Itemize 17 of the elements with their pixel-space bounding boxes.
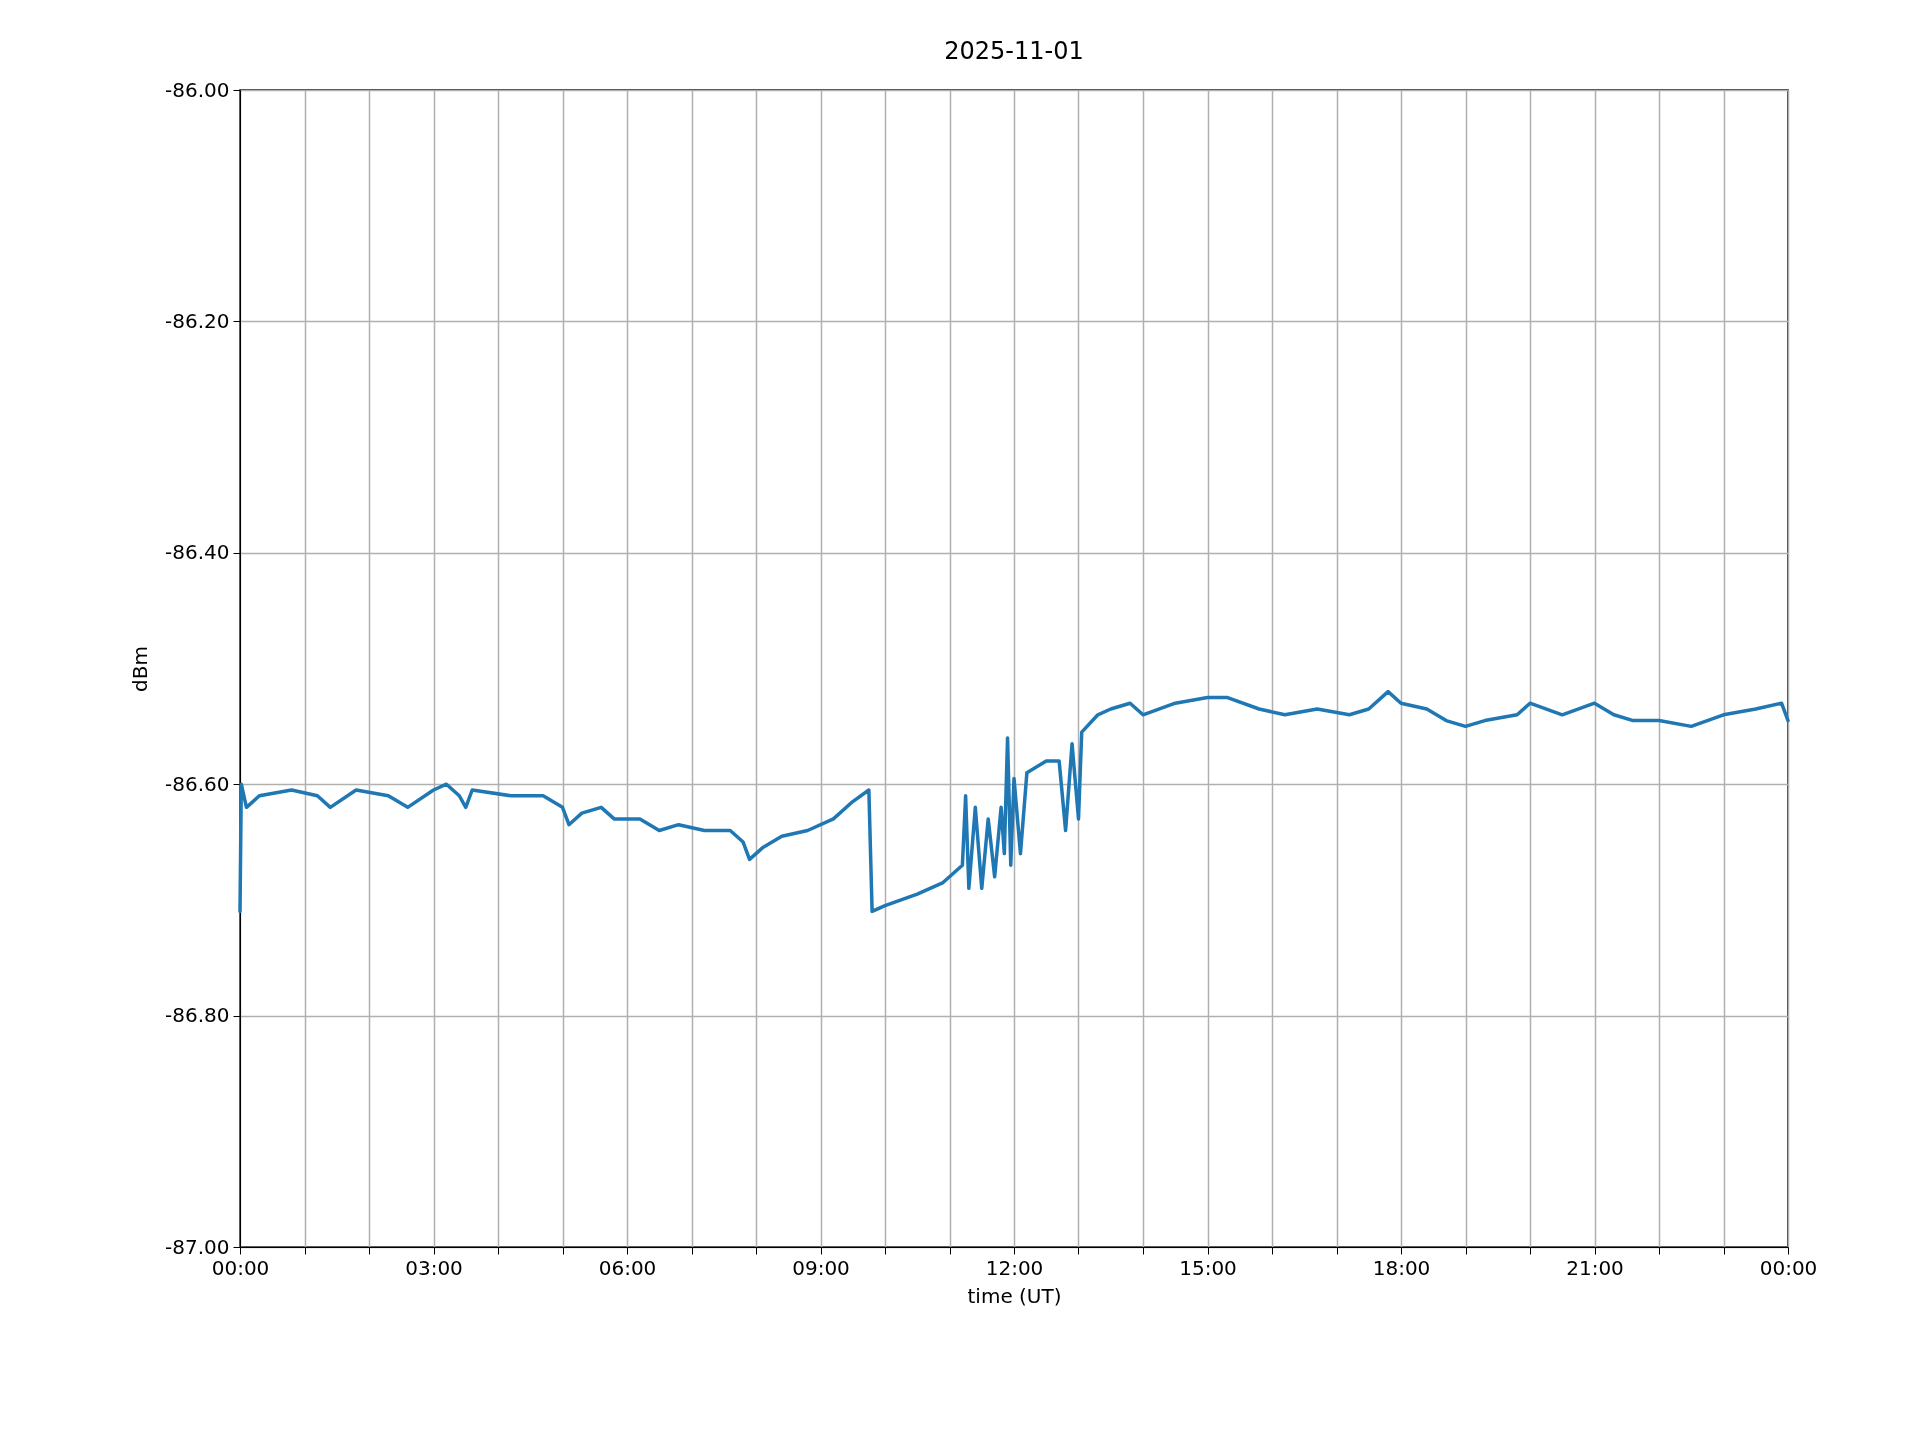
y-axis-title: dBm [128,646,153,692]
x-tick-label: 21:00 [1566,1255,1624,1280]
y-tick-label: -86.60 [165,771,230,796]
x-tick-label: 15:00 [1179,1255,1237,1280]
x-axis-title: time (UT) [967,1283,1062,1308]
y-tick-label: -86.40 [165,540,230,565]
x-tick-label: 06:00 [598,1255,657,1280]
x-tick-label: 00:00 [1759,1255,1818,1280]
y-tick-label: -86.80 [165,1003,230,1028]
y-tick-label: -86.20 [165,308,230,333]
x-tick-label: 03:00 [405,1255,463,1280]
line-series [238,689,1790,914]
y-tick-label: -86.00 [165,77,230,102]
x-tick-label: 18:00 [1372,1255,1431,1280]
x-tick-label: 12:00 [985,1255,1044,1280]
x-tick-label: 09:00 [792,1255,850,1280]
chart-title: 2025-11-01 [944,37,1084,65]
